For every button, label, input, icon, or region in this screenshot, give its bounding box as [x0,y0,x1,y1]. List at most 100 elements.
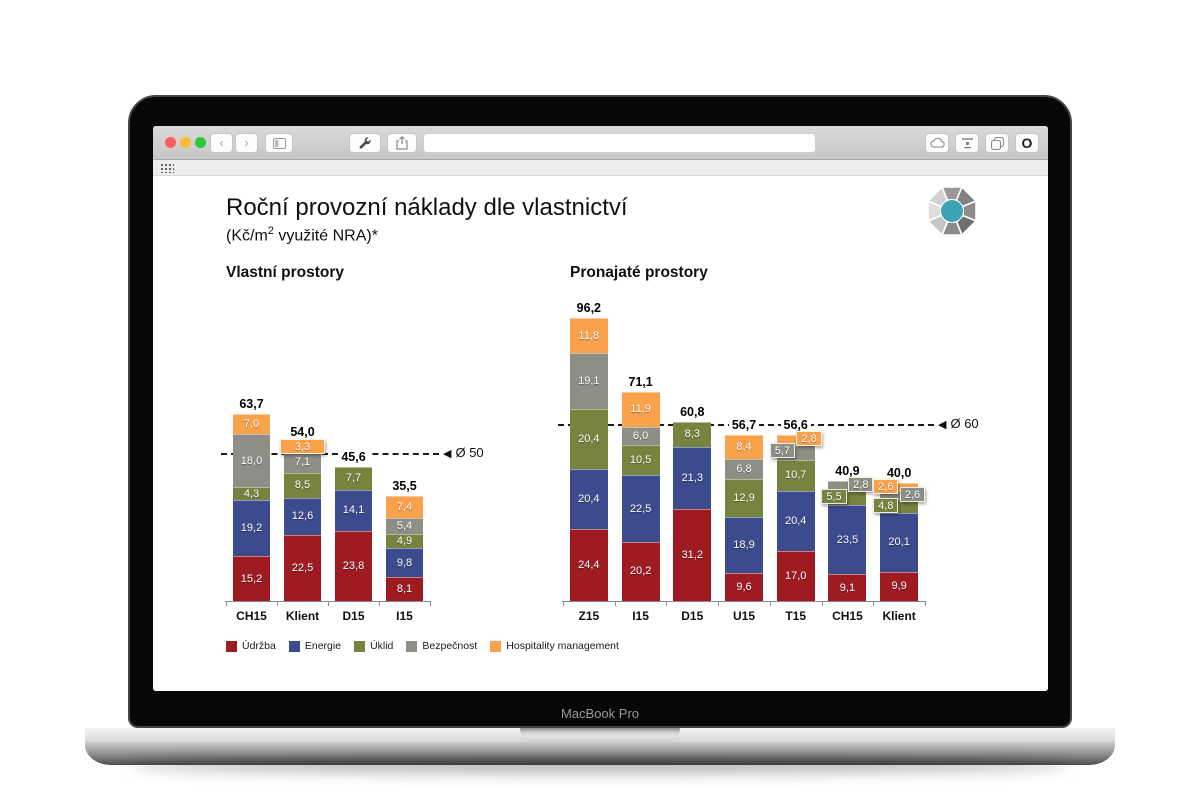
bar-segment-T15 [776,551,815,601]
segment-value-chip: 5,7 [769,443,795,459]
bar-total-label: 56,7 [711,417,777,432]
tab-overview-button[interactable] [985,133,1009,153]
bar-segment-Z15 [569,469,608,530]
bar-segment-CH15 [828,480,867,489]
close-window-button[interactable] [165,137,176,148]
reference-line-label: ◀ Ø 50 [443,445,484,460]
bar-segment-I15 [621,475,660,542]
segment-value-label: 7,7 [345,472,362,485]
developer-tools-button[interactable] [349,133,381,153]
icloud-button[interactable] [925,133,949,153]
segment-value-label: 7,1 [294,456,311,469]
forward-button[interactable]: › [235,133,258,153]
segment-value-label: 17,0 [784,570,807,582]
bar-segment-I15 [621,444,660,476]
category-label-Klient: Klient [882,609,916,623]
segment-value-label: 10,7 [784,469,807,482]
bar-segment-CH15 [233,556,270,601]
segment-value-label: 8,3 [684,428,700,441]
pages-icon [990,136,1004,150]
bar-segment-Klient [880,512,919,572]
bar-total-label: 96,2 [556,301,622,316]
segment-value-chip: 4,8 [873,497,899,513]
speed-dial-grid-icon[interactable] [160,163,174,173]
segment-value-label: 20,4 [578,433,600,446]
segment-value-label: 11,9 [630,403,651,416]
bar-segment-I15 [621,541,660,601]
laptop-base [85,728,1115,742]
chart-legend: Údržba Energie Úklid Bezpečnost Hospitality … [226,640,619,652]
segment-value-label: 23,5 [836,533,859,546]
opera-app-button[interactable]: O [1015,133,1039,153]
legend-label: Hospitality management [506,640,619,652]
page-subtitle: (Kč/m2 využité NRA)* [226,225,378,245]
sidebar-button[interactable] [265,133,293,153]
segment-value-label: 31,2 [681,549,703,562]
bar-segment-I15 [386,577,423,601]
x-axis-tick [718,601,720,606]
segment-value-label: 22,5 [629,502,652,515]
bar-segment-CH15 [233,499,270,557]
zoom-window-button[interactable] [195,137,206,148]
reader-button[interactable] [955,133,979,153]
browser-toolbar: ‹ › [153,126,1048,160]
segment-value-chip: 5,5 [821,489,847,505]
legend-swatch-icon [406,640,418,652]
bar-segment-D15 [673,509,712,601]
bar-segment-T15 [776,434,815,443]
back-button[interactable]: ‹ [210,133,233,153]
bar-segment-CH15 [828,574,867,601]
category-label-Z15: Z15 [578,609,600,623]
segment-value-label: 11,8 [578,329,600,342]
bar-segment-D15 [673,422,712,447]
x-axis-tick [666,601,668,606]
category-label-CH15: CH15 [236,609,267,623]
bar-segment-D15 [673,446,712,510]
legend-label: Úklid [370,640,394,652]
legend-swatch-icon [226,640,237,652]
tray-icon [961,137,973,148]
reference-arrow-icon: ◀ [443,448,452,460]
forward-icon: › [244,136,249,150]
segment-value-label: 19,1 [578,375,600,388]
segment-value-label: 23,8 [342,560,365,572]
category-label-D15: D15 [342,609,365,623]
bar-total-label: 35,5 [372,479,437,494]
bar-segment-U15 [725,517,763,573]
category-label-I15: I15 [632,609,649,623]
x-axis-tick [769,601,771,606]
category-label-I15: I15 [396,609,413,623]
segment-value-chip: 2,8 [796,430,822,446]
bar-segment-I15 [386,548,423,578]
segment-value-label: 21,3 [681,471,703,484]
segment-value-label: 12,9 [733,492,755,505]
bar-segment-I15 [386,518,423,534]
sidebar-icon [272,137,286,149]
opera-icon: O [1021,135,1033,151]
segment-value-label: 5,4 [396,520,413,533]
bar-segment-CH15 [233,413,270,435]
category-label-U15: U15 [732,609,755,623]
x-axis-tick [430,601,431,606]
bar-segment-D15 [335,489,372,532]
segment-value-label: 6,0 [632,429,649,442]
x-axis-tick [379,601,380,606]
segment-value-label: 20,4 [578,493,600,506]
segment-value-label: 10,5 [629,454,652,466]
wrench-icon [359,137,371,149]
bar-segment-T15 [776,491,815,551]
bar-segment-Klient [284,472,321,498]
bar-total-label: 54,0 [270,425,335,440]
minimize-window-button[interactable] [180,137,191,148]
reference-line-label: ◀ Ø 60 [938,415,979,431]
segment-value-label: 7,0 [243,418,260,430]
address-bar[interactable] [423,133,816,153]
reference-line [221,453,439,455]
x-axis-tick [277,601,278,606]
share-button[interactable] [387,133,417,153]
left-chart-title: Vlastní prostory [226,264,344,281]
segment-value-label: 8,4 [736,440,752,453]
bar-segment-Z15 [569,409,608,470]
bar-segment-T15 [776,459,815,492]
